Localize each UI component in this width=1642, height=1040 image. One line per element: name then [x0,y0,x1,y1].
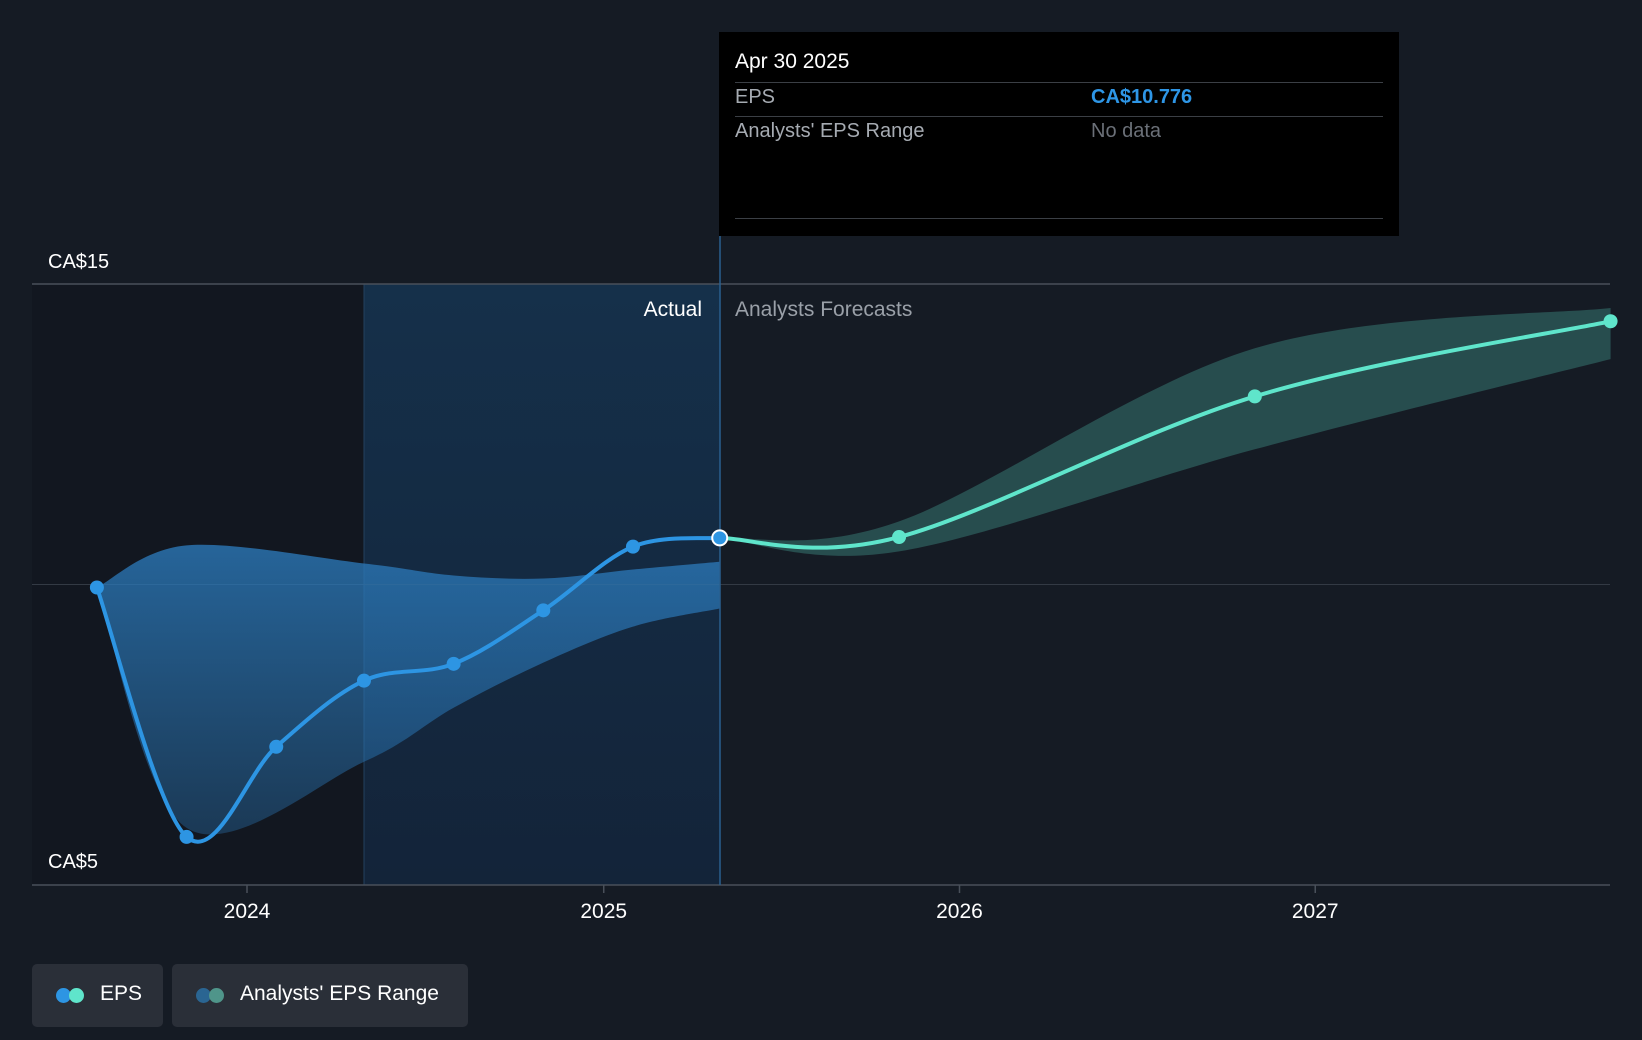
tooltip-divider [735,218,1383,219]
eps-range-band-forecast [719,308,1611,556]
y-tick-label-bottom: CA$5 [48,851,98,873]
eps-actual-point[interactable] [536,603,551,618]
tooltip-eps-value: CA$10.776 [1091,86,1193,108]
legend-range-swatch-icon [209,988,224,1003]
tooltip-eps-label: EPS [735,86,776,108]
legend-eps-swatch-icon [69,988,84,1003]
eps-forecast-point[interactable] [892,530,907,545]
legend-eps-swatch-icon [56,988,71,1003]
y-tick-label-top: CA$15 [48,251,109,273]
eps-actual-point[interactable] [269,739,284,754]
x-tick-label: 2027 [1292,900,1339,923]
eps-actual-point[interactable] [89,580,104,595]
eps-forecast-point[interactable] [1247,389,1262,404]
forecast-region-label: Analysts Forecasts [735,298,912,321]
eps-actual-point[interactable] [356,673,371,688]
x-tick-label: 2025 [580,900,627,923]
x-tick-label: 2026 [936,900,983,923]
legend-item-eps[interactable]: EPS [32,964,163,1027]
tooltip-date: Apr 30 2025 [735,50,850,73]
legend-range-label: Analysts' EPS Range [240,982,439,1005]
eps-point-highlighted[interactable] [711,529,729,547]
tooltip-range-label: Analysts' EPS Range [735,120,925,142]
legend-item-eps-range[interactable]: Analysts' EPS Range [172,964,468,1027]
legend-eps-label: EPS [100,982,143,1005]
tooltip: Apr 30 2025 EPS CA$10.776 Analysts' EPS … [719,32,1399,236]
tooltip-range-value: No data [1091,120,1162,142]
actual-region-label: Actual [644,298,702,321]
x-tick-label: 2024 [224,900,271,923]
eps-range-band-actual [96,544,720,835]
eps-actual-point[interactable] [625,539,640,554]
eps-actual-point[interactable] [179,829,194,844]
tooltip-divider [735,116,1383,117]
legend-range-swatch-icon [196,988,211,1003]
tooltip-divider [735,82,1383,83]
eps-forecast-line [717,319,1613,550]
eps-actual-point[interactable] [446,656,461,671]
eps-forecast-point[interactable] [1603,314,1618,329]
